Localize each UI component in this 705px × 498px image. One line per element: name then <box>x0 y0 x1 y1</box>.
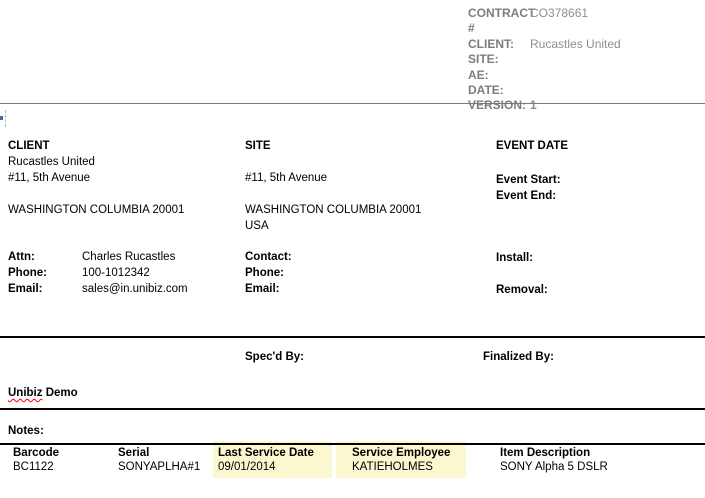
meta-row-client: CLIENT: Rucastles United <box>468 37 702 52</box>
removal-label: Removal: <box>496 284 548 296</box>
version-value: 1 <box>530 98 537 113</box>
date-label: DATE: <box>468 83 504 98</box>
client-section-heading: CLIENT <box>8 140 50 152</box>
site-country: USA <box>245 220 269 232</box>
meta-row-date: DATE: <box>468 83 702 98</box>
specd-by-label: Spec'd By: <box>245 351 304 363</box>
company-name-word2: Demo <box>42 387 78 399</box>
client-email-value: sales@in.unibiz.com <box>82 283 188 295</box>
notes-divider-line <box>0 408 705 410</box>
site-phone-label: Phone: <box>245 267 284 279</box>
table-cell-last-service-date: 09/01/2014 <box>218 461 276 473</box>
site-contact-label: Contact: <box>245 251 292 263</box>
attn-label: Attn: <box>8 251 35 263</box>
table-top-border <box>0 443 705 445</box>
broken-image-artifact <box>0 110 6 127</box>
attn-value: Charles Rucastles <box>82 251 176 263</box>
client-phone-value: 100-1012342 <box>82 267 150 279</box>
contract-number-label: CONTRACT # <box>468 6 536 36</box>
table-cell-barcode: BC1122 <box>13 461 54 473</box>
meta-row-contract-number: CONTRACT # CO378661 <box>468 6 702 37</box>
version-label: VERSION: <box>468 98 527 113</box>
broken-image-dot-icon <box>0 116 3 120</box>
client-label: CLIENT: <box>468 36 514 51</box>
table-header-service-employee: Service Employee <box>352 447 451 459</box>
client-address-line: #11, 5th Avenue <box>8 172 91 184</box>
meta-row-ae: AE: <box>468 68 702 83</box>
event-date-section-heading: EVENT DATE <box>496 140 568 152</box>
table-header-last-service-date: Last Service Date <box>218 447 314 459</box>
table-header-item-description: Item Description <box>500 447 591 459</box>
table-header-serial: Serial <box>118 447 150 459</box>
site-section-heading: SITE <box>245 140 271 152</box>
site-label: SITE: <box>468 52 499 67</box>
last-service-date-highlight <box>213 441 332 478</box>
notes-label: Notes: <box>8 425 44 437</box>
table-cell-item-description: SONY Alpha 5 DSLR <box>500 461 608 473</box>
table-cell-service-employee: KATIEHOLMES <box>352 461 433 473</box>
meta-row-version: VERSION: 1 <box>468 98 702 113</box>
finalized-by-label: Finalized By: <box>483 351 554 363</box>
meta-row-site: SITE: <box>468 52 702 67</box>
signoff-divider-line <box>0 336 705 338</box>
client-name: Rucastles United <box>8 156 95 168</box>
contract-number-value: CO378661 <box>530 6 589 20</box>
client-phone-label: Phone: <box>8 267 47 279</box>
table-header-barcode: Barcode <box>13 447 60 459</box>
event-start-label: Event Start: <box>496 174 561 186</box>
header-divider-line <box>0 103 705 104</box>
site-address-line: #11, 5th Avenue <box>245 172 328 184</box>
client-city-line: WASHINGTON COLUMBIA 20001 <box>8 204 185 216</box>
site-email-label: Email: <box>245 283 280 295</box>
ae-label: AE: <box>468 67 489 82</box>
company-name-word1: Unibiz <box>8 387 43 399</box>
event-end-label: Event End: <box>496 190 557 202</box>
site-city-line: WASHINGTON COLUMBIA 20001 <box>245 204 422 216</box>
table-cell-serial: SONYAPLHA#1 <box>118 461 201 473</box>
client-email-label: Email: <box>8 283 43 295</box>
contract-meta-block: CONTRACT # CO378661 CLIENT: Rucastles Un… <box>468 6 702 114</box>
client-value: Rucastles United <box>530 36 621 51</box>
company-name: Unibiz Demo <box>8 386 78 400</box>
install-label: Install: <box>496 252 534 264</box>
service-employee-highlight <box>336 441 466 478</box>
